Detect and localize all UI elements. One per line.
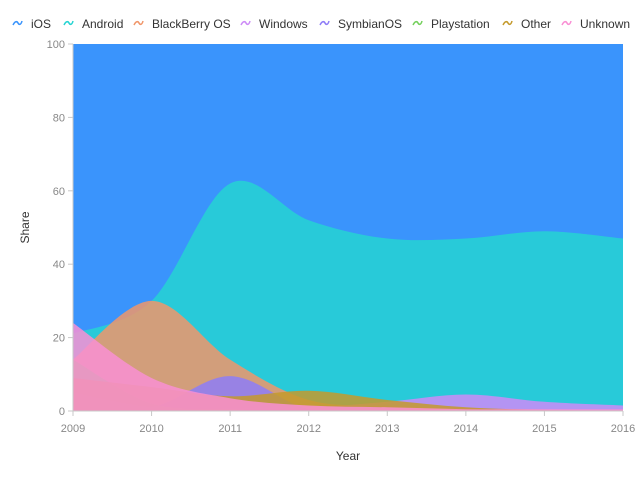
y-tick-label: 40 <box>53 259 65 271</box>
series-areas <box>73 44 623 411</box>
y-tick-label: 20 <box>53 333 65 345</box>
x-tick-label: 2014 <box>454 423 478 435</box>
y-axis-ticks: 0 20 40 60 80 100 <box>47 39 73 418</box>
x-tick-label: 2016 <box>611 423 635 435</box>
x-tick-label: 2010 <box>139 423 163 435</box>
y-tick-label: 100 <box>47 39 65 51</box>
x-tick-label: 2015 <box>532 423 556 435</box>
x-tick-label: 2012 <box>296 423 320 435</box>
legend-label: Android <box>82 17 123 31</box>
x-axis-title: Year <box>336 449 360 463</box>
legend-item-android[interactable]: Android <box>63 17 123 31</box>
area-windows <box>73 392 623 411</box>
legend-swatch-icon <box>63 20 74 26</box>
legend: iOS Android BlackBerry OS Windows SymbianOS P… <box>12 17 630 31</box>
x-tick-label: 2009 <box>61 423 85 435</box>
legend-swatch-icon <box>12 20 23 26</box>
legend-item-unknown[interactable]: Unknown <box>561 17 630 31</box>
y-tick-label: 0 <box>59 406 65 418</box>
legend-swatch-icon <box>133 20 144 26</box>
legend-item-windows[interactable]: Windows <box>240 17 308 31</box>
x-axis-ticks: 2009 2010 2011 2012 2013 2014 2015 2016 <box>61 411 635 435</box>
legend-swatch-icon <box>412 20 423 26</box>
y-tick-label: 60 <box>53 186 65 198</box>
legend-label: Playstation <box>431 17 490 31</box>
legend-item-playstation[interactable]: Playstation <box>412 17 490 31</box>
legend-label: Windows <box>259 17 308 31</box>
legend-item-symbianos[interactable]: SymbianOS <box>319 17 402 31</box>
y-axis-title: Share <box>18 211 32 243</box>
legend-item-ios[interactable]: iOS <box>12 17 51 31</box>
legend-label: BlackBerry OS <box>152 17 231 31</box>
legend-label: SymbianOS <box>338 17 402 31</box>
legend-label: iOS <box>31 17 51 31</box>
legend-swatch-icon <box>240 20 251 26</box>
legend-item-other[interactable]: Other <box>502 17 551 31</box>
legend-item-blackberry-os[interactable]: BlackBerry OS <box>133 17 231 31</box>
legend-swatch-icon <box>561 20 572 26</box>
legend-label: Other <box>521 17 551 31</box>
legend-swatch-icon <box>319 20 330 26</box>
x-tick-label: 2011 <box>218 423 242 435</box>
y-tick-label: 80 <box>53 112 65 124</box>
axes <box>72 44 623 412</box>
area-unknown <box>73 322 623 411</box>
x-tick-label: 2013 <box>375 423 399 435</box>
legend-label: Unknown <box>580 17 630 31</box>
legend-swatch-icon <box>502 20 513 26</box>
